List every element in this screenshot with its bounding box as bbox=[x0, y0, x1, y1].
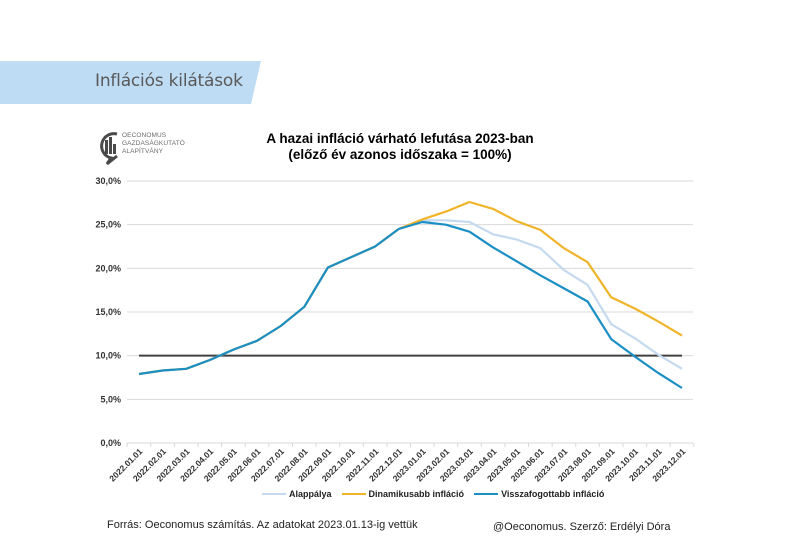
chart-subtitle: (előző év azonos időszaka = 100%) bbox=[288, 147, 512, 162]
gridlines bbox=[127, 180, 693, 444]
x-axis-ticks: 2022.01.012022.02.012022.03.012022.04.01… bbox=[107, 443, 695, 483]
series-lines bbox=[138, 200, 683, 389]
logo-line: GAZDASÁGKUTATÓ bbox=[122, 140, 185, 147]
chart-title: A hazai infláció várható lefutása 2023-b… bbox=[266, 131, 534, 146]
series-line-dinamikusabb-infl-ci- bbox=[138, 200, 683, 376]
legend-label: Dinamikusabb infláció bbox=[368, 489, 465, 499]
author-note: @Oeconomus. Szerző: Erdélyi Dóra bbox=[493, 521, 671, 533]
y-axis-ticks: 0,0% 5,0% 10,0% 15,0% 20,0% 25,0% 30,0% bbox=[95, 176, 121, 448]
legend-swatch bbox=[262, 493, 286, 495]
y-tick-label: 0,0% bbox=[100, 438, 121, 448]
logo-icon bbox=[100, 132, 118, 166]
chart-legend: Alappálya Dinamikusabb infláció Visszafo… bbox=[262, 489, 604, 499]
series-line-visszafogottabb-infl-ci- bbox=[138, 220, 683, 389]
y-tick-label: 10,0% bbox=[95, 351, 121, 361]
y-tick-label: 25,0% bbox=[95, 220, 121, 230]
y-tick-label: 5,0% bbox=[100, 394, 121, 404]
logo-text: OECONOMUS GAZDASÁGKUTATÓ ALAPÍTVÁNY bbox=[122, 132, 185, 156]
source-note: Forrás: Oeconomus számítás. Az adatokat … bbox=[107, 519, 418, 531]
oeconomus-logo: OECONOMUS GAZDASÁGKUTATÓ ALAPÍTVÁNY bbox=[97, 128, 257, 168]
logo-line: OECONOMUS bbox=[122, 132, 167, 139]
y-tick-label: 30,0% bbox=[95, 176, 121, 186]
legend-item-dinamikusabb: Dinamikusabb infláció bbox=[341, 489, 465, 499]
legend-label: Visszafogottabb infláció bbox=[501, 489, 605, 499]
banner-shape bbox=[0, 61, 261, 104]
series-line-alapp-lya bbox=[138, 219, 683, 376]
legend-item-visszafogottabb: Visszafogottabb infláció bbox=[474, 489, 604, 499]
legend-label: Alappálya bbox=[289, 489, 332, 499]
logo-line: ALAPÍTVÁNY bbox=[122, 148, 164, 155]
section-title: Inflációs kilátások bbox=[95, 71, 243, 91]
legend-swatch bbox=[474, 493, 499, 495]
section-banner: Inflációs kilátások bbox=[0, 61, 262, 104]
y-tick-label: 20,0% bbox=[95, 263, 121, 273]
y-tick-label: 15,0% bbox=[95, 307, 121, 317]
chart-title-block: A hazai infláció várható lefutása 2023-b… bbox=[200, 131, 600, 163]
legend-item-alappalya: Alappálya bbox=[262, 489, 332, 499]
legend-swatch bbox=[341, 493, 366, 495]
